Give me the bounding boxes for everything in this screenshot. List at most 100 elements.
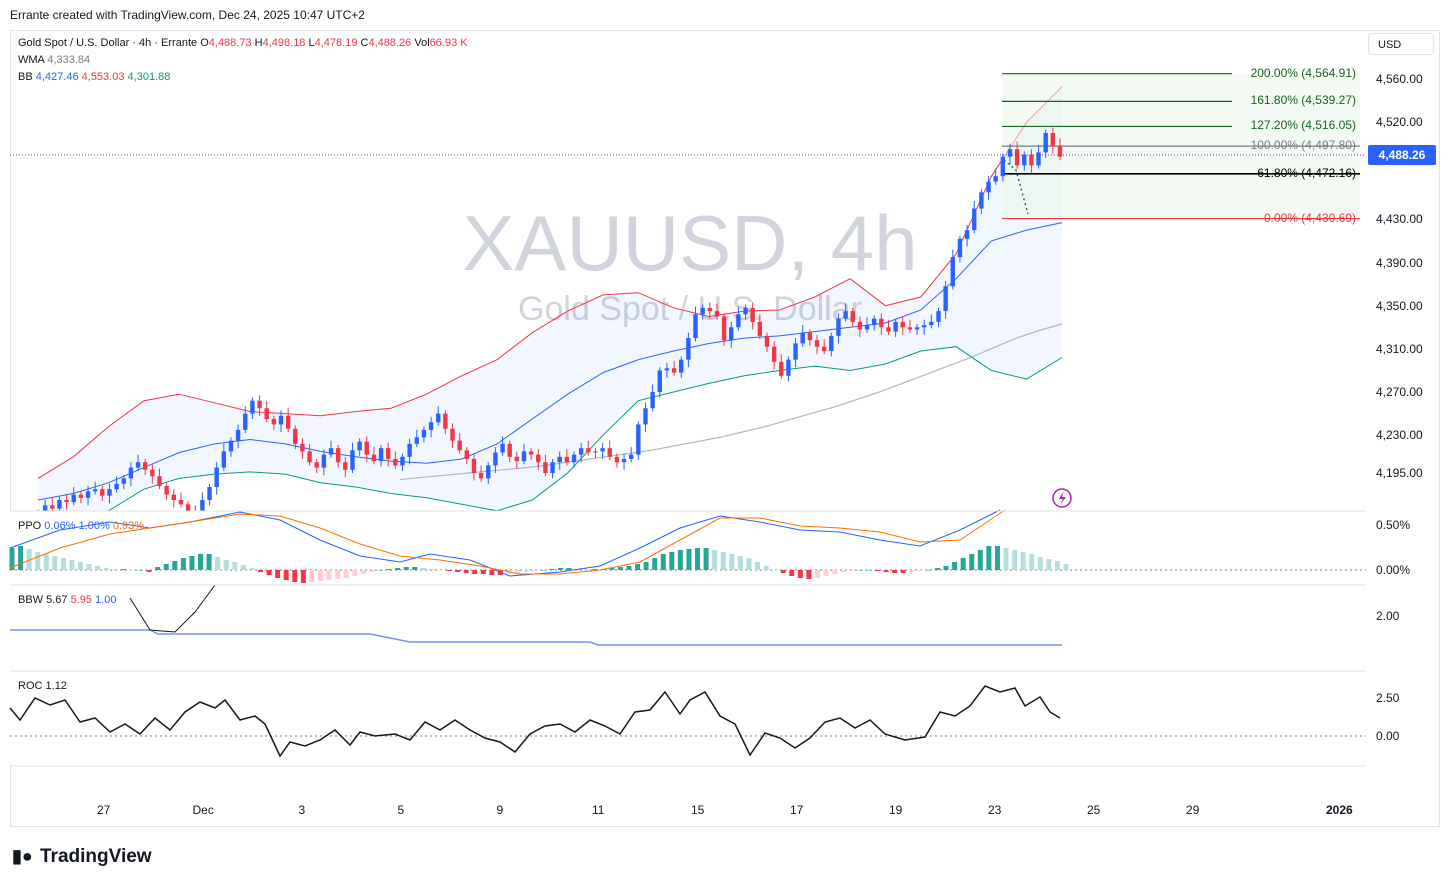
time-axis-label: 2026 (1326, 803, 1353, 817)
bbw-legend[interactable]: BBW 5.67 5.95 1.00 (18, 594, 117, 606)
ppo-histogram-bar (892, 570, 898, 573)
bbw-axis: 2.00 (1376, 609, 1400, 623)
candle (221, 443, 227, 471)
ppo-histogram-bar (557, 568, 563, 570)
price-axis-label: 4,310.00 (1376, 341, 1423, 356)
candle-body (507, 443, 512, 457)
ppo-histogram-bar (652, 558, 658, 570)
legend-bb-row[interactable]: BB 4,427.46 4,553.03 4,301.88 (18, 69, 468, 86)
ppo-histogram-bar (626, 566, 632, 570)
ppo-histogram-bar (335, 570, 341, 579)
candle-body (800, 332, 805, 344)
candle-body (321, 454, 327, 468)
ppo-histogram-bar (840, 570, 846, 572)
candle (843, 303, 848, 322)
time-axis-label: 23 (988, 803, 1002, 817)
legend-bb-upper: 4,553.03 (81, 71, 125, 83)
candle-body (543, 462, 548, 473)
bbw-value-2: 5.95 (70, 594, 93, 606)
legend-high-label: H (254, 37, 263, 49)
candle (257, 395, 262, 416)
candle (721, 313, 727, 346)
candle (300, 438, 305, 459)
ppo-histogram-bar (455, 570, 461, 572)
candle-body (1057, 145, 1063, 157)
candle (900, 316, 905, 335)
candle-body (671, 368, 677, 373)
candle (443, 410, 448, 435)
legend-symbol-row: Gold Spot / U.S. Dollar · 4h · Errante O… (18, 35, 468, 52)
ppo-histogram-bar (986, 546, 992, 570)
candle-body (486, 465, 491, 479)
candle-body (364, 441, 369, 455)
ppo-histogram-bar (189, 556, 195, 570)
bollinger-band-fill (38, 86, 1062, 522)
legend-symbol[interactable]: Gold Spot / U.S. Dollar · 4h · Errante (18, 37, 198, 49)
ppo-histogram-bar (360, 570, 366, 574)
time-axis-label: 27 (97, 803, 111, 817)
candle-body (214, 467, 219, 488)
candle-body (207, 487, 212, 500)
legend-wma-row[interactable]: WMA 4,333.84 (18, 52, 468, 69)
ppo-histogram-bar (617, 567, 623, 570)
roc-value-1: 1.12 (45, 680, 67, 692)
candle-body (993, 176, 998, 182)
time-axis-label: 17 (790, 803, 804, 817)
ppo-histogram-bar (883, 570, 889, 572)
candle-body (293, 428, 298, 444)
candle (1057, 138, 1063, 160)
candle (536, 449, 541, 470)
candle-body (314, 462, 319, 468)
ppo-histogram-bar (18, 546, 24, 570)
ppo-histogram-bar (1037, 557, 1043, 570)
ppo-histogram-bar (720, 552, 726, 570)
ppo-legend[interactable]: PPO 0.06% 1.00% 0.93% (18, 520, 144, 532)
ppo-histogram-bar (463, 570, 469, 573)
ppo-histogram-bar (917, 570, 923, 571)
ppo-histogram-bar (523, 570, 529, 572)
candle (936, 307, 941, 328)
candle (1007, 143, 1013, 165)
ppo-value-1: 0.06% (44, 520, 76, 532)
candle-body (307, 451, 312, 463)
candle-body (64, 499, 69, 503)
candle-body (471, 458, 477, 473)
price-axis-label: 4,390.00 (1376, 255, 1423, 270)
tradingview-logo[interactable]: ▮● TradingView (12, 846, 152, 868)
candle (879, 313, 884, 335)
legend-bb-label: BB (18, 71, 33, 83)
legend-wma-label: WMA (18, 54, 45, 66)
ppo-histogram-bar (1012, 550, 1018, 570)
candle-body (121, 478, 126, 484)
legend-close: 4,488.26 (368, 37, 412, 49)
time-axis-label: 19 (889, 803, 903, 817)
ppo-histogram-bar (737, 556, 743, 570)
candle-body (643, 408, 648, 425)
candle-body (871, 318, 877, 326)
candle-body (664, 368, 670, 371)
candle-body (335, 448, 341, 463)
candle-body (614, 456, 620, 463)
currency-button[interactable]: USD (1368, 33, 1434, 55)
candle-body (493, 452, 498, 466)
candle (278, 410, 284, 432)
candle (564, 449, 570, 466)
ppo-histogram-bar (677, 550, 683, 570)
roc-legend[interactable]: ROC 1.12 (18, 680, 67, 692)
candle (500, 436, 505, 456)
ppo-histogram-bar (772, 570, 778, 571)
ppo-histogram-bar (994, 546, 1000, 570)
candle (671, 360, 677, 376)
candle-body (150, 469, 155, 477)
candle (871, 315, 877, 331)
candle (164, 482, 169, 500)
ppo-histogram-bar (292, 570, 298, 582)
candle (114, 476, 119, 493)
candle (250, 397, 255, 420)
ppo-histogram-bar (549, 569, 555, 570)
candle (1000, 153, 1006, 182)
candle-body (478, 473, 484, 479)
candle-body (536, 454, 541, 463)
candle (829, 332, 834, 357)
